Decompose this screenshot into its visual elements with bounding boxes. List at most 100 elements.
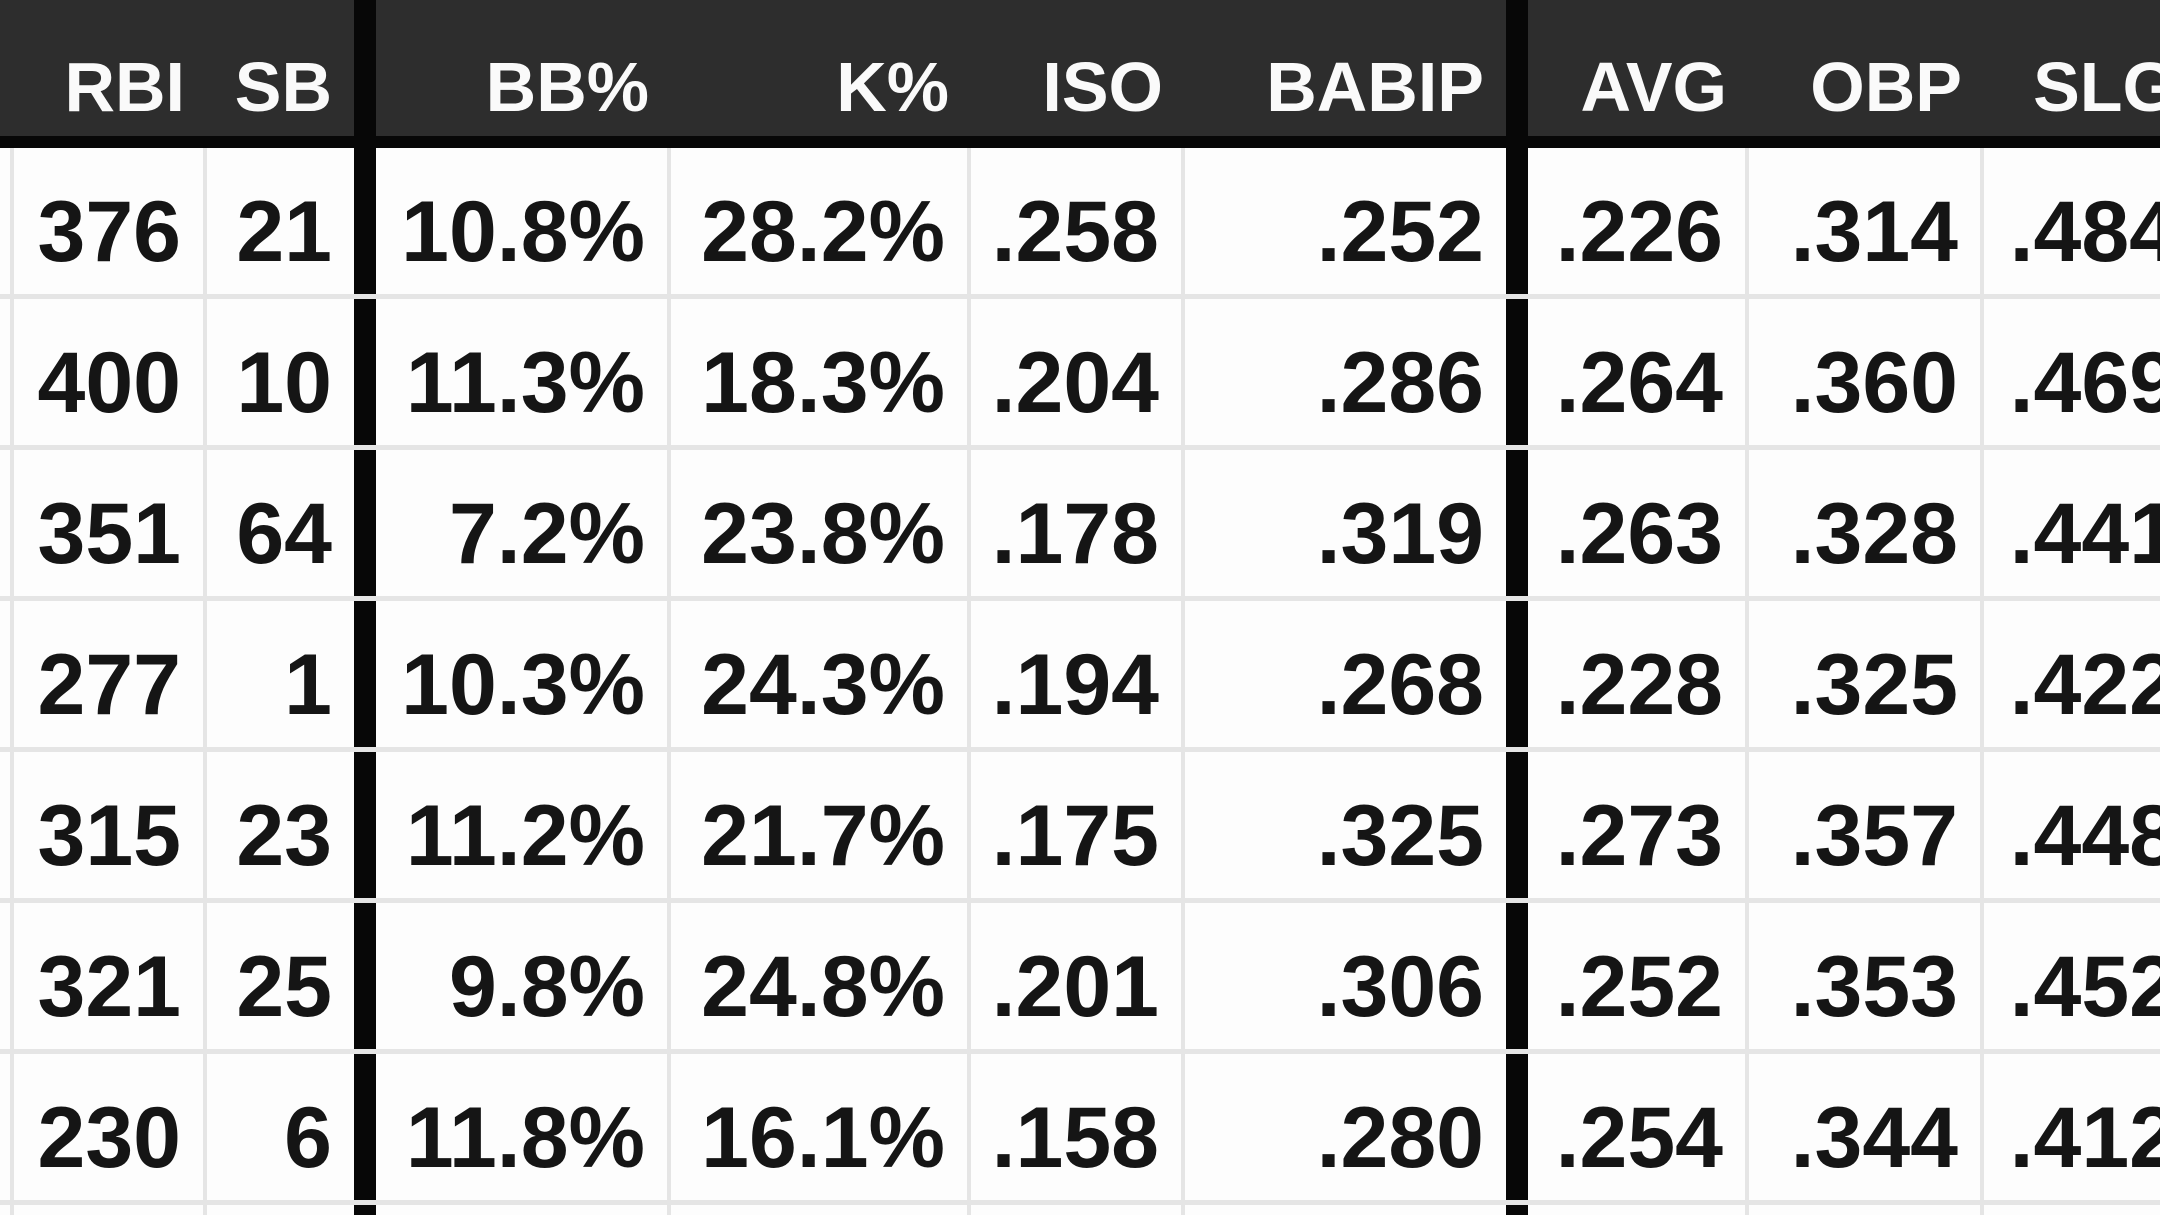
cell-rbi: 321 xyxy=(14,903,207,1049)
cell-empty xyxy=(1528,1205,1749,1215)
cell-babip: .319 xyxy=(1316,486,1484,582)
cell-iso: .204 xyxy=(971,299,1185,445)
cell-empty xyxy=(1185,1205,1506,1215)
table-row: 351 64 7.2% 23.8% .178 .319 .263.328 .441 xyxy=(0,450,2160,601)
cell-empty xyxy=(1984,1205,2160,1215)
cell-bb-pct: 11.2% xyxy=(376,752,671,898)
column-header-avg[interactable]: AVG xyxy=(1580,48,1728,126)
cell-k-pct: 24.8% xyxy=(671,903,971,1049)
column-group-divider xyxy=(1506,903,1528,1049)
column-header-k-pct[interactable]: K% xyxy=(836,48,949,126)
table-row: 230 6 11.8% 16.1% .158 .280 .254.344 .412 xyxy=(0,1054,2160,1205)
column-header-iso[interactable]: ISO xyxy=(1042,48,1163,126)
column-group-divider xyxy=(1506,601,1528,747)
cell-slg: .412 xyxy=(2009,1090,2160,1186)
cell-k-pct: 28.2% xyxy=(671,148,971,294)
clipped-left-column xyxy=(0,1205,14,1215)
cell-obp: .314 xyxy=(1749,148,1984,294)
cell-sb: 64 xyxy=(236,486,332,582)
column-group-divider xyxy=(354,299,376,445)
cell-slg: .484 xyxy=(2009,184,2160,280)
column-group-divider xyxy=(354,450,376,596)
column-group-divider xyxy=(354,601,376,747)
cell-babip: .286 xyxy=(1316,335,1484,431)
cell-iso: .201 xyxy=(971,903,1185,1049)
cell-sb: 23 xyxy=(236,788,332,884)
cell-obp: .328 xyxy=(1749,450,1984,596)
cell-obp: .325 xyxy=(1749,601,1984,747)
cell-bb-pct: 11.8% xyxy=(376,1054,671,1200)
column-header-babip[interactable]: BABIP xyxy=(1266,48,1484,126)
column-header-bb-pct[interactable]: BB% xyxy=(485,48,649,126)
cell-obp: .360 xyxy=(1749,299,1984,445)
cell-k-pct: 23.8% xyxy=(671,450,971,596)
column-group-divider xyxy=(354,148,376,294)
cell-sb: 25 xyxy=(236,939,332,1035)
cell-empty xyxy=(207,1205,354,1215)
table-row: 277 1 10.3% 24.3% .194 .268 .228.325 .422 xyxy=(0,601,2160,752)
cell-babip: .252 xyxy=(1316,184,1484,280)
table-row: 315 23 11.2% 21.7% .175 .325 .273.357 .448 xyxy=(0,752,2160,903)
cell-bb-pct: 7.2% xyxy=(376,450,671,596)
column-group-divider xyxy=(354,752,376,898)
table-row-partial xyxy=(0,1205,2160,1215)
column-group-divider xyxy=(1506,148,1528,294)
cell-avg: .263 xyxy=(1528,450,1749,596)
cell-slg: .452 xyxy=(2009,939,2160,1035)
cell-empty xyxy=(1749,1205,1984,1215)
cell-iso: .158 xyxy=(971,1054,1185,1200)
cell-rbi: 351 xyxy=(14,450,207,596)
column-header-sb[interactable]: SB xyxy=(234,48,332,126)
cell-avg: .226 xyxy=(1528,148,1749,294)
cell-slg: .448 xyxy=(2009,788,2160,884)
column-group-divider xyxy=(354,1054,376,1200)
cell-avg: .264 xyxy=(1528,299,1749,445)
cell-babip: .325 xyxy=(1316,788,1484,884)
cell-empty xyxy=(376,1205,671,1215)
table-row: 376 21 10.8% 28.2% .258 .252 .226.314 .484 xyxy=(0,148,2160,299)
cell-slg: .422 xyxy=(2009,637,2160,733)
column-group-divider xyxy=(1506,299,1528,445)
cell-rbi: 230 xyxy=(14,1054,207,1200)
table-row: 321 25 9.8% 24.8% .201 .306 .252.353 .452 xyxy=(0,903,2160,1054)
cell-sb: 6 xyxy=(284,1090,332,1186)
cell-avg: .228 xyxy=(1528,601,1749,747)
cell-sb: 21 xyxy=(236,184,332,280)
cell-iso: .258 xyxy=(971,148,1185,294)
cell-empty xyxy=(671,1205,971,1215)
cell-bb-pct: 9.8% xyxy=(376,903,671,1049)
cell-k-pct: 24.3% xyxy=(671,601,971,747)
cell-babip: .280 xyxy=(1316,1090,1484,1186)
cell-k-pct: 16.1% xyxy=(671,1054,971,1200)
column-group-divider xyxy=(1506,450,1528,596)
cell-iso: .194 xyxy=(971,601,1185,747)
cell-rbi: 376 xyxy=(14,148,207,294)
column-group-divider xyxy=(354,0,376,136)
cell-obp: .353 xyxy=(1749,903,1984,1049)
cell-obp: .357 xyxy=(1749,752,1984,898)
clipped-left-column xyxy=(0,450,14,596)
cell-bb-pct: 10.3% xyxy=(376,601,671,747)
cell-babip: .306 xyxy=(1316,939,1484,1035)
column-header-rbi[interactable]: RBI xyxy=(64,48,185,126)
cell-slg: .469 xyxy=(2009,335,2160,431)
cell-empty xyxy=(14,1205,207,1215)
clipped-left-column xyxy=(0,752,14,898)
cell-sb: 10 xyxy=(236,335,332,431)
cell-avg: .273 xyxy=(1528,752,1749,898)
cell-iso: .175 xyxy=(971,752,1185,898)
clipped-left-column xyxy=(0,601,14,747)
cell-avg: .252 xyxy=(1528,903,1749,1049)
cell-bb-pct: 11.3% xyxy=(376,299,671,445)
clipped-left-column xyxy=(0,0,14,136)
cell-empty xyxy=(971,1205,1185,1215)
cell-bb-pct: 10.8% xyxy=(376,148,671,294)
cell-rbi: 315 xyxy=(14,752,207,898)
cell-rbi: 277 xyxy=(14,601,207,747)
cell-iso: .178 xyxy=(971,450,1185,596)
clipped-left-column xyxy=(0,148,14,294)
column-header-obp[interactable]: OBP xyxy=(1810,48,1962,126)
cell-k-pct: 18.3% xyxy=(671,299,971,445)
column-header-slg[interactable]: SLG xyxy=(2033,48,2160,126)
